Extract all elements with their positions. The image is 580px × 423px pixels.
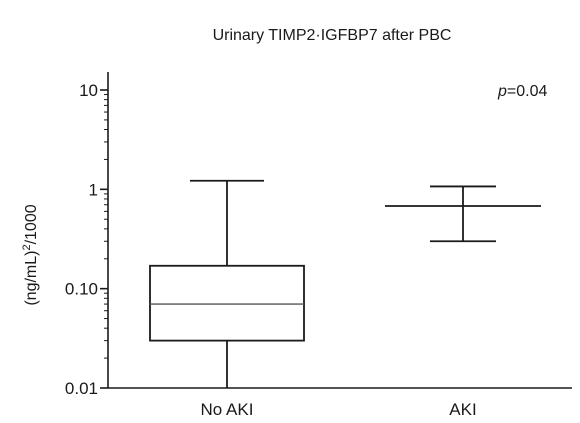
y-tick-label: 0.01 — [65, 379, 98, 398]
y-tick-label: 1 — [89, 180, 98, 199]
range-plot — [385, 185, 541, 243]
x-axis: No AKI AKI — [108, 387, 572, 419]
y-tick-label: 10 — [79, 81, 98, 100]
box-plot — [149, 179, 305, 388]
x-tick-label: AKI — [449, 400, 476, 419]
y-axis: 0.01 0.10 1 10 — [65, 72, 109, 398]
plot-area — [149, 179, 541, 388]
p-value-annotation: p=0.04 — [497, 83, 547, 100]
box-iqr — [149, 264, 305, 342]
y-tick-label: 0.10 — [65, 280, 98, 299]
y-axis-label: (ng/mL)2/1000 — [21, 204, 40, 305]
x-tick-label: No AKI — [201, 400, 254, 419]
chart-title: Urinary TIMP2·IGFBP7 after PBC — [213, 27, 452, 44]
